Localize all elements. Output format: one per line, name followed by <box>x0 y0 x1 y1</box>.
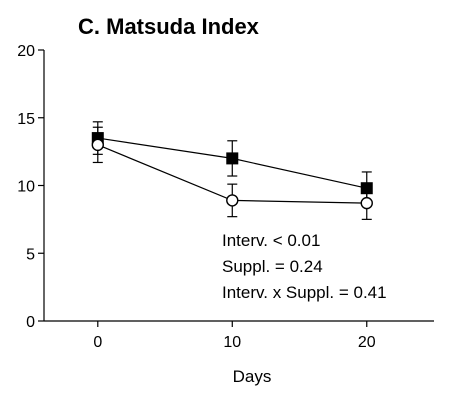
data-point-circle <box>226 194 239 207</box>
y-tick-label: 10 <box>17 179 35 196</box>
x-tick-label: 10 <box>223 334 241 351</box>
data-point-circle <box>91 138 104 152</box>
annotation-interaction: Interv. x Suppl. = 0.41 <box>222 283 387 302</box>
annotation-suppl: Suppl. = 0.24 <box>222 257 323 276</box>
x-axis-label: Days <box>233 367 272 386</box>
annotation-interv: Interv. < 0.01 <box>222 231 320 250</box>
series-2 <box>91 126 373 220</box>
y-tick-label: 0 <box>26 314 35 331</box>
y-tick-label: 5 <box>26 246 35 263</box>
y-tick-label: 15 <box>17 111 35 128</box>
data-point-square <box>226 152 239 165</box>
data-point-circle <box>360 196 373 210</box>
chart-title: C. Matsuda Index <box>78 14 260 39</box>
x-tick-label: 20 <box>358 334 376 351</box>
y-axis-ticks: 0 5 10 15 20 <box>17 43 44 331</box>
x-axis-ticks: 0 10 20 <box>93 321 376 351</box>
y-tick-label: 20 <box>17 43 35 60</box>
x-tick-label: 0 <box>93 334 102 351</box>
series-layer <box>91 121 373 220</box>
